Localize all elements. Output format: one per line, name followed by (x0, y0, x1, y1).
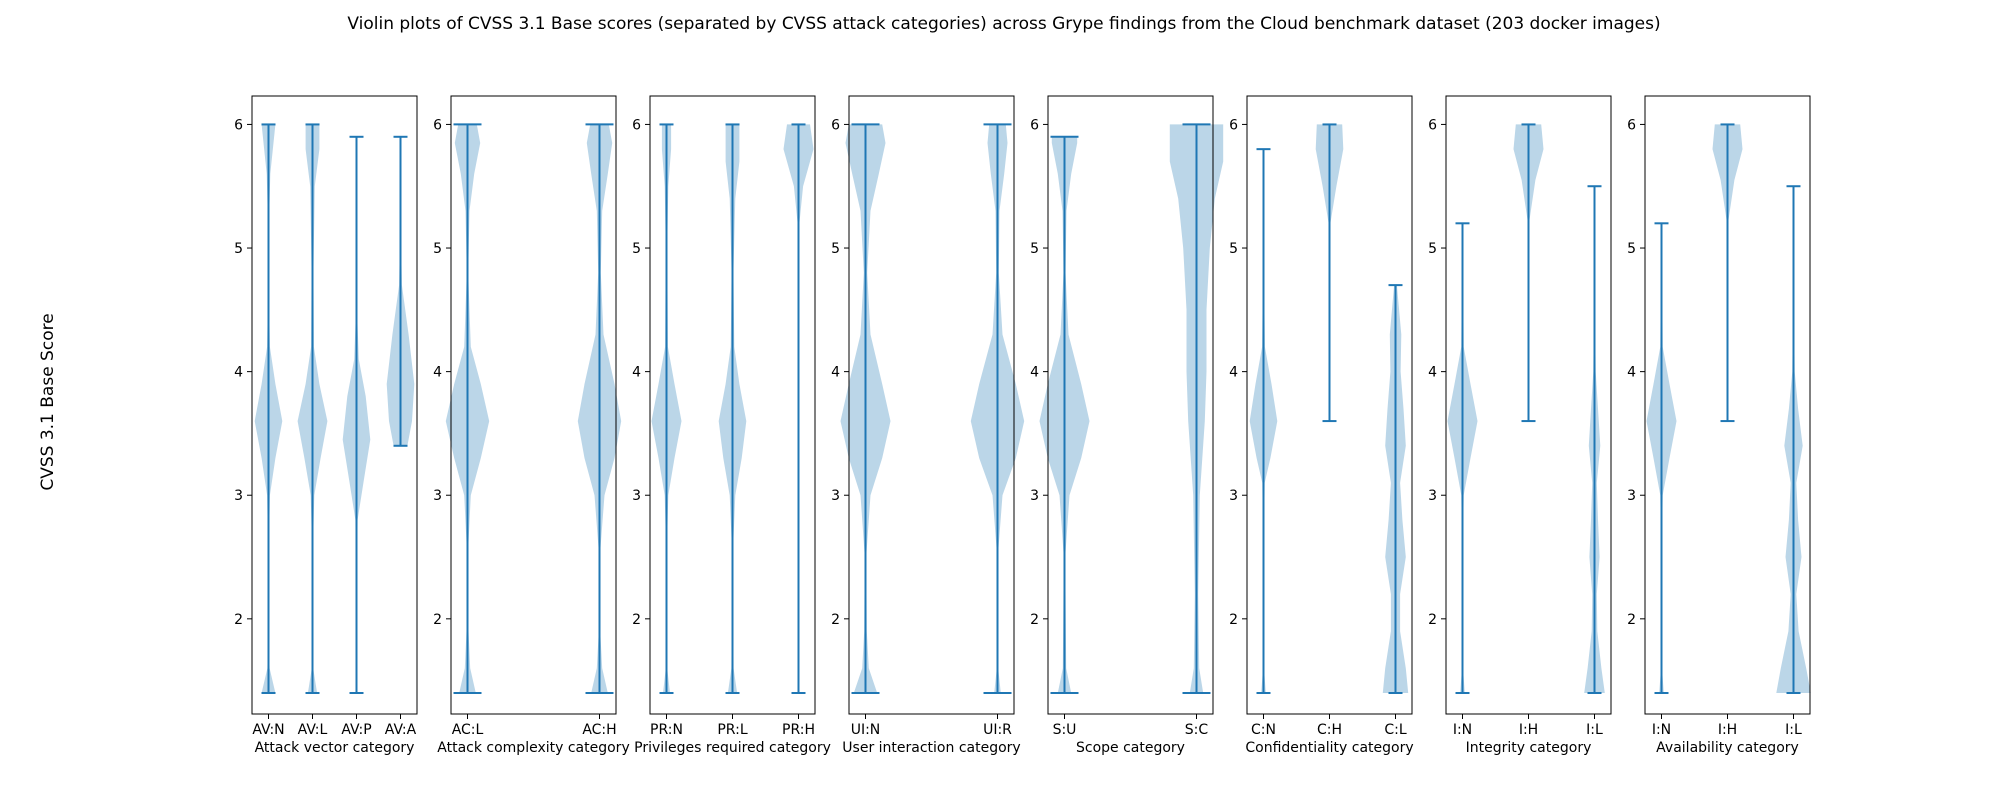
x-tick-label: AV:L (298, 722, 328, 738)
x-axis-label: Attack complexity category (437, 740, 629, 756)
x-axis-label: Availability category (1656, 740, 1799, 756)
figure-title: Violin plots of CVSS 3.1 Base scores (se… (347, 14, 1660, 34)
x-tick-label: I:H (1718, 722, 1737, 738)
y-tick-label: 2 (632, 612, 641, 628)
panels: AV:N AV:L AV:P AV:A 2 3 4 5 6 Attack vector categ… (234, 95, 1811, 756)
y-tick-label: 4 (831, 365, 840, 381)
y-tick-label: 4 (234, 365, 243, 381)
y-tick-label: 2 (1627, 612, 1636, 628)
panel-frame (848, 95, 1015, 715)
x-tick-label: AV:A (385, 722, 417, 738)
x-tick-label: C:L (1384, 722, 1406, 738)
y-tick-label: 6 (1428, 117, 1437, 133)
y-tick-label: 4 (1428, 365, 1437, 381)
y-tick-label: 6 (433, 117, 442, 133)
y-tick-label: 3 (234, 488, 243, 504)
panel-6: C:N C:H C:L 2 3 4 5 6 Confidentiality category (1229, 95, 1414, 756)
panel-frame (1047, 95, 1214, 715)
x-tick-label: PR:H (782, 722, 815, 738)
x-tick-label: I:N (1652, 722, 1671, 738)
y-tick-label: 2 (1229, 612, 1238, 628)
x-axis-label: Integrity category (1466, 740, 1592, 756)
x-tick-label: S:U (1053, 722, 1077, 738)
y-tick-label: 5 (433, 241, 442, 257)
y-tick-label: 5 (234, 241, 243, 257)
x-tick-label: AV:P (341, 722, 371, 738)
panel-7: I:N I:H I:L 2 3 4 5 6 Integrity category (1428, 95, 1612, 756)
x-tick-label: PR:N (650, 722, 683, 738)
panel-frame (1246, 95, 1413, 715)
y-tick-label: 5 (1428, 241, 1437, 257)
x-tick-label: PR:L (717, 722, 747, 738)
x-axis-label: Attack vector category (255, 740, 415, 756)
y-tick-label: 5 (1627, 241, 1636, 257)
x-tick-label: C:N (1251, 722, 1276, 738)
y-tick-label: 2 (433, 612, 442, 628)
y-tick-label: 2 (1428, 612, 1437, 628)
panel-8: I:N I:H I:L 2 3 4 5 6 Availability category (1627, 95, 1811, 756)
x-tick-label: I:N (1453, 722, 1472, 738)
x-tick-label: I:L (1785, 722, 1802, 738)
y-tick-label: 4 (1030, 365, 1039, 381)
x-tick-label: UI:R (983, 722, 1012, 738)
x-axis-label: User interaction category (842, 740, 1020, 756)
y-tick-label: 4 (433, 365, 442, 381)
panel-3: PR:N PR:L PR:H 2 3 4 5 6 Privileges required cat… (632, 95, 831, 756)
y-tick-label: 3 (1030, 488, 1039, 504)
y-tick-label: 4 (632, 365, 641, 381)
y-tick-label: 6 (1627, 117, 1636, 133)
y-tick-label: 3 (1428, 488, 1437, 504)
y-tick-label: 5 (831, 241, 840, 257)
x-axis-label: Privileges required category (634, 740, 831, 756)
panel-4: UI:N UI:R 2 3 4 5 6 User interaction category (831, 95, 1025, 756)
y-tick-label: 3 (1627, 488, 1636, 504)
x-axis-label: Scope category (1076, 740, 1185, 756)
x-tick-label: UI:N (851, 722, 881, 738)
panel-frame (649, 95, 816, 715)
y-tick-label: 3 (632, 488, 641, 504)
y-tick-label: 2 (831, 612, 840, 628)
x-tick-label: AV:N (252, 722, 284, 738)
y-tick-label: 2 (1030, 612, 1039, 628)
y-tick-label: 3 (831, 488, 840, 504)
y-tick-label: 3 (433, 488, 442, 504)
x-tick-label: C:H (1317, 722, 1342, 738)
y-axis-label: CVSS 3.1 Base Score (38, 313, 58, 490)
panel-frame (251, 95, 418, 715)
y-tick-label: 5 (632, 241, 641, 257)
panel-2: AC:L AC:H 2 3 4 5 6 Attack complexity category (433, 95, 630, 756)
y-tick-label: 4 (1627, 365, 1636, 381)
y-tick-label: 6 (632, 117, 641, 133)
panel-frame (1445, 95, 1612, 715)
x-tick-label: AC:L (452, 722, 484, 738)
panel-5: S:U S:C 2 3 4 5 6 Scope category (1030, 95, 1224, 756)
y-tick-label: 3 (1229, 488, 1238, 504)
x-tick-label: I:L (1586, 722, 1603, 738)
x-tick-label: S:C (1185, 722, 1209, 738)
panel-1: AV:N AV:L AV:P AV:A 2 3 4 5 6 Attack vector categ… (234, 95, 418, 756)
y-tick-label: 6 (831, 117, 840, 133)
y-tick-label: 2 (234, 612, 243, 628)
x-tick-label: AC:H (582, 722, 616, 738)
y-tick-label: 6 (234, 117, 243, 133)
y-tick-label: 5 (1030, 241, 1039, 257)
panel-frame (1644, 95, 1811, 715)
y-tick-label: 6 (1229, 117, 1238, 133)
y-tick-label: 4 (1229, 365, 1238, 381)
y-tick-label: 5 (1229, 241, 1238, 257)
x-tick-label: I:H (1519, 722, 1538, 738)
x-axis-label: Confidentiality category (1245, 740, 1413, 756)
y-tick-label: 6 (1030, 117, 1039, 133)
panel-frame (450, 95, 617, 715)
